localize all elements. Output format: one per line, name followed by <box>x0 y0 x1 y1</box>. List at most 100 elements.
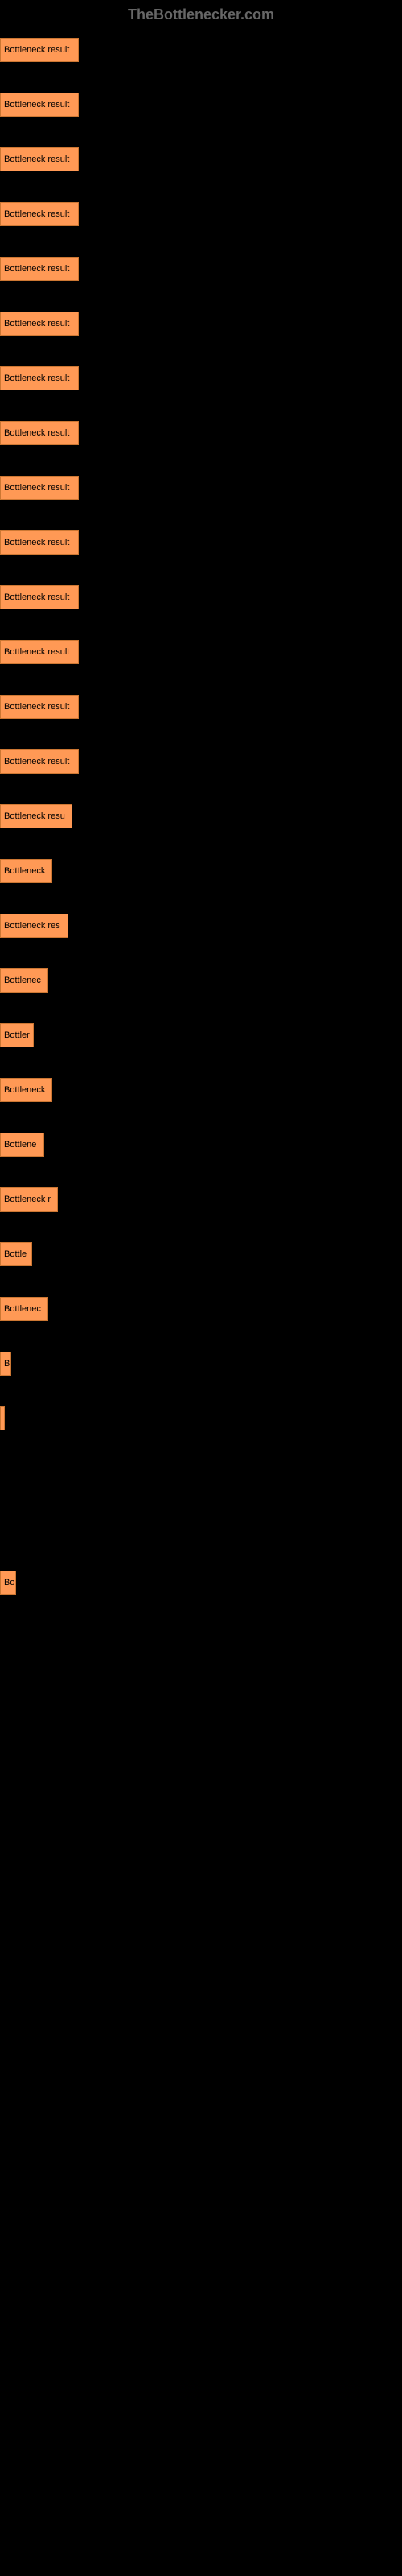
bar-label: Bottleneck result <box>4 483 69 493</box>
bar-row <box>0 1899 402 1923</box>
bar-row <box>0 1680 402 1704</box>
bar-label: Bottleneck result <box>4 592 69 602</box>
bar-row <box>0 1735 402 1759</box>
bar-row <box>0 2337 402 2361</box>
bar-row <box>0 2063 402 2087</box>
chart-bar: Bottleneck result <box>0 312 79 336</box>
chart-bar: Bottleneck res <box>0 914 68 938</box>
chart-bar: Bottleneck result <box>0 640 79 664</box>
bar-label: Bottleneck <box>4 1085 45 1095</box>
bar-label: Bottleneck result <box>4 319 69 328</box>
bar-label: Bottleneck result <box>4 374 69 383</box>
bar-label: Bottleneck result <box>4 702 69 712</box>
chart-bar: Bottleneck result <box>0 585 79 609</box>
chart-bar: Bottler <box>0 1023 34 1047</box>
chart-bar: Bottleneck result <box>0 202 79 226</box>
bar-row: Bottleneck result <box>0 695 402 719</box>
chart-bar: B <box>0 1352 11 1376</box>
bar-label: Bottleneck resu <box>4 811 65 821</box>
bar-label: Bottleneck r <box>4 1195 51 1204</box>
bar-row: Bottleneck result <box>0 585 402 609</box>
bar-row: Bottlenec <box>0 1297 402 1321</box>
bar-row <box>0 1790 402 1814</box>
bar-row <box>0 2118 402 2142</box>
bar-row <box>0 1516 402 1540</box>
bar-label: Bottleneck result <box>4 428 69 438</box>
bar-row: Bottleneck result <box>0 38 402 62</box>
bar-row <box>0 2173 402 2197</box>
chart-bar: Bottleneck result <box>0 749 79 774</box>
bar-row <box>0 1954 402 1978</box>
chart-bar: Bottleneck result <box>0 93 79 117</box>
page-header: TheBottlenecker.com <box>0 0 402 30</box>
bar-label: Bottleneck res <box>4 921 60 931</box>
bar-label: Bottle <box>4 1249 27 1259</box>
bar-row: Bottlenec <box>0 968 402 993</box>
bar-row <box>0 1461 402 1485</box>
bar-row <box>0 1625 402 1649</box>
bar-row <box>0 2501 402 2525</box>
bar-label: Bottleneck result <box>4 264 69 274</box>
bar-row: Bottleneck result <box>0 257 402 281</box>
bar-label: B <box>4 1359 10 1368</box>
bar-label: Bottleneck result <box>4 538 69 547</box>
bar-label: Bottlenec <box>4 1304 41 1314</box>
bar-row: Bottleneck result <box>0 421 402 445</box>
bar-row: Bottleneck result <box>0 749 402 774</box>
bar-row: Bottlene <box>0 1133 402 1157</box>
bar-row: Bottler <box>0 1023 402 1047</box>
bar-label: Bottleneck result <box>4 209 69 219</box>
bar-label: Bottleneck result <box>4 757 69 766</box>
chart-bar: Bottlenec <box>0 1297 48 1321</box>
chart-bar: Bottle <box>0 1242 32 1266</box>
chart-bar: Bottleneck result <box>0 530 79 555</box>
bar-row: Bottleneck result <box>0 530 402 555</box>
chart-bar: Bottlene <box>0 1133 44 1157</box>
bar-label: Bottler <box>4 1030 30 1040</box>
bar-row: Bottleneck result <box>0 202 402 226</box>
chart-bar: Bottleneck result <box>0 695 79 719</box>
chart-bar: Bottleneck <box>0 859 52 883</box>
bar-row: Bottleneck <box>0 859 402 883</box>
bar-label: Bottlene <box>4 1140 36 1150</box>
chart-bar: Bottleneck result <box>0 366 79 390</box>
bar-row: Bottleneck resu <box>0 804 402 828</box>
bar-row <box>0 1844 402 1868</box>
bar-label: Bottleneck result <box>4 155 69 164</box>
bar-row: Bottleneck result <box>0 640 402 664</box>
bar-row <box>0 2227 402 2252</box>
chart-bar <box>0 1406 5 1430</box>
bar-label: Bottleneck result <box>4 647 69 657</box>
chart-bar: Bottleneck result <box>0 147 79 171</box>
chart-bar: Bottlenec <box>0 968 48 993</box>
chart-bar: Bottleneck result <box>0 421 79 445</box>
chart-bar: Bottleneck r <box>0 1187 58 1212</box>
chart-bar: Bottleneck result <box>0 257 79 281</box>
bar-row: Bo <box>0 1571 402 1595</box>
bar-label: Bottleneck result <box>4 45 69 55</box>
bar-chart: Bottleneck result Bottleneck result Bottle… <box>0 30 402 2564</box>
bar-label: Bottleneck result <box>4 100 69 109</box>
bar-row: Bottleneck result <box>0 476 402 500</box>
bar-row: Bottleneck result <box>0 312 402 336</box>
bar-row: Bottleneck result <box>0 93 402 117</box>
bar-row: Bottleneck result <box>0 366 402 390</box>
chart-bar: Bottleneck <box>0 1078 52 1102</box>
bar-row <box>0 2282 402 2306</box>
chart-bar: Bottleneck result <box>0 476 79 500</box>
bar-row: B <box>0 1352 402 1376</box>
bar-label: Bottlenec <box>4 976 41 985</box>
header-title: TheBottlenecker.com <box>128 6 274 23</box>
bar-row: Bottleneck <box>0 1078 402 1102</box>
bar-row <box>0 1406 402 1430</box>
bar-label: Bo <box>4 1578 14 1587</box>
bar-row: Bottleneck result <box>0 147 402 171</box>
bar-row: Bottleneck r <box>0 1187 402 1212</box>
bar-row <box>0 2446 402 2471</box>
chart-bar: Bottleneck resu <box>0 804 72 828</box>
bar-row <box>0 2008 402 2033</box>
chart-bar: Bottleneck result <box>0 38 79 62</box>
bar-row <box>0 2392 402 2416</box>
chart-bar: Bo <box>0 1571 16 1595</box>
bar-row: Bottleneck res <box>0 914 402 938</box>
